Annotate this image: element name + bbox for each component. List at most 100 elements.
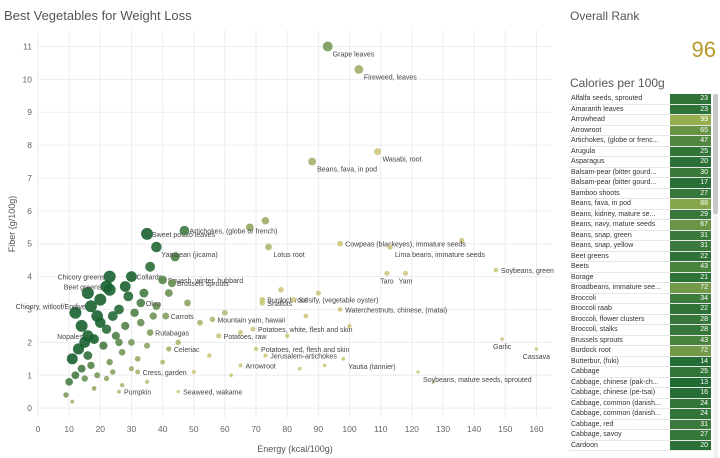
calories-row-name: Artichokes, (globe or frenc... bbox=[569, 136, 670, 146]
calories-row[interactable]: Cabbage, common (danish... 24 bbox=[569, 409, 711, 420]
calories-row[interactable]: Broccoli, flower clusters 28 bbox=[569, 314, 711, 325]
calories-scrollbar[interactable] bbox=[713, 94, 718, 458]
data-point bbox=[166, 346, 172, 352]
calories-row[interactable]: Artichokes, (globe or frenc... 47 bbox=[569, 136, 711, 147]
point-label: Collards bbox=[136, 275, 162, 282]
data-point bbox=[126, 271, 137, 283]
calories-row[interactable]: Arrowroot 65 bbox=[569, 125, 711, 136]
calories-row[interactable]: Cabbage, chinese (pe-tsai) 16 bbox=[569, 388, 711, 399]
data-point bbox=[107, 311, 118, 321]
calories-row[interactable]: Asparagus 20 bbox=[569, 157, 711, 168]
x-tick-label: 90 bbox=[314, 424, 324, 434]
calories-row-value: 72 bbox=[669, 283, 711, 293]
data-point bbox=[119, 281, 131, 292]
data-point bbox=[297, 366, 302, 371]
calories-row-name: Beans, navy, mature seeds bbox=[569, 220, 670, 230]
data-point bbox=[160, 359, 166, 365]
calories-row[interactable]: Alfalfa seeds, sprouted 23 bbox=[569, 94, 711, 105]
calories-row[interactable]: Balsam-pear (bitter gourd... 30 bbox=[569, 167, 711, 178]
calories-row[interactable]: Beans, navy, mature seeds 67 bbox=[569, 220, 711, 231]
calories-row[interactable]: Beet greens 22 bbox=[569, 251, 711, 262]
data-point bbox=[94, 372, 101, 379]
calories-row[interactable]: Borage 21 bbox=[569, 272, 711, 283]
x-axis-label: Energy (kcal/100g) bbox=[257, 444, 333, 454]
data-point bbox=[322, 363, 327, 368]
calories-row-name: Alfalfa seeds, sprouted bbox=[569, 94, 670, 104]
data-point bbox=[500, 337, 504, 341]
data-point bbox=[119, 382, 125, 388]
calories-row[interactable]: Beans, fava, in pod 88 bbox=[569, 199, 711, 210]
calories-row-value: 47 bbox=[669, 136, 711, 146]
data-point bbox=[145, 261, 156, 272]
calories-row[interactable]: Cabbage 25 bbox=[569, 367, 711, 378]
y-tick-label: 8 bbox=[27, 140, 32, 150]
calories-list[interactable]: Alfalfa seeds, sprouted 23 Amaranth leaves… bbox=[569, 94, 711, 458]
data-point bbox=[341, 356, 346, 361]
calories-row-value: 29 bbox=[669, 209, 711, 219]
point-label: Brussels sprouts bbox=[177, 281, 229, 288]
point-label: Lotus root bbox=[274, 252, 305, 259]
calories-row[interactable]: Broccoli 34 bbox=[569, 293, 711, 304]
calories-row[interactable]: Bamboo shoots 27 bbox=[569, 188, 711, 199]
data-point bbox=[99, 341, 108, 350]
data-point bbox=[184, 299, 191, 307]
calories-row-name: Cabbage, savoy bbox=[569, 430, 670, 440]
calories-row[interactable]: Broadbeans, immature see... 72 bbox=[569, 283, 711, 294]
point-label: Cress, garden bbox=[143, 370, 187, 377]
calories-row[interactable]: Cabbage, red 31 bbox=[569, 419, 711, 430]
calories-row-value: 67 bbox=[669, 220, 711, 230]
scrollbar-thumb[interactable] bbox=[713, 94, 718, 214]
calories-row[interactable]: Amaranth leaves 23 bbox=[569, 104, 711, 115]
calories-row[interactable]: Beans, kidney, mature se... 29 bbox=[569, 209, 711, 220]
data-point bbox=[135, 369, 141, 375]
calories-row[interactable]: Beans, snap, green 31 bbox=[569, 230, 711, 241]
calories-row[interactable]: Broccoli raab 22 bbox=[569, 304, 711, 315]
data-point bbox=[263, 353, 268, 358]
chart-title: Best Vegetables for Weight Loss bbox=[4, 8, 192, 23]
x-tick-label: 150 bbox=[498, 424, 512, 434]
calories-row[interactable]: Arugula 25 bbox=[569, 146, 711, 157]
calories-row-value: 21 bbox=[669, 272, 711, 282]
point-label: Shallots bbox=[267, 301, 292, 308]
calories-row[interactable]: Burdock root 72 bbox=[569, 346, 711, 357]
calories-row[interactable]: Balsam-pear (bitter gourd... 17 bbox=[569, 178, 711, 189]
data-point bbox=[164, 289, 173, 297]
data-point bbox=[403, 270, 409, 276]
data-point bbox=[139, 288, 149, 298]
data-point bbox=[118, 348, 126, 356]
calories-row-name: Broadbeans, immature see... bbox=[569, 283, 670, 293]
calories-row[interactable]: Broccoli, stalks 28 bbox=[569, 325, 711, 336]
data-point bbox=[250, 326, 256, 332]
calories-row-name: Beans, kidney, mature se... bbox=[569, 209, 670, 219]
data-point bbox=[137, 318, 145, 327]
data-point bbox=[87, 361, 95, 370]
data-point bbox=[416, 370, 420, 374]
y-tick-label: 0 bbox=[27, 403, 32, 413]
calories-row[interactable]: Butterbur, (fuki) 14 bbox=[569, 356, 711, 367]
x-tick-label: 20 bbox=[96, 424, 106, 434]
y-tick-label: 7 bbox=[27, 173, 32, 183]
data-point bbox=[191, 369, 196, 375]
calories-row-value: 31 bbox=[669, 419, 711, 429]
calories-row[interactable]: Cabbage, common (danish... 24 bbox=[569, 398, 711, 409]
calories-row[interactable]: Cardoon 20 bbox=[569, 440, 711, 451]
calories-row-value: 20 bbox=[669, 157, 711, 167]
data-point bbox=[238, 363, 243, 368]
calories-row[interactable]: Cabbage, chinese (pak-ch... 13 bbox=[569, 377, 711, 388]
calories-row[interactable]: Cabbage, savoy 27 bbox=[569, 430, 711, 441]
calories-row[interactable]: Brussels sprouts 43 bbox=[569, 335, 711, 346]
y-axis-label: Fiber (g/100g) bbox=[7, 196, 17, 253]
point-label: Garlic bbox=[493, 344, 512, 351]
calories-row[interactable]: Beets 43 bbox=[569, 262, 711, 273]
calories-row[interactable]: Beans, snap, yellow 31 bbox=[569, 241, 711, 252]
data-point bbox=[84, 300, 97, 313]
data-point bbox=[109, 369, 116, 375]
calories-row-name: Beans, snap, green bbox=[569, 230, 670, 240]
calories-row[interactable]: Arrowhead 99 bbox=[569, 115, 711, 126]
calories-row-name: Arugula bbox=[569, 146, 670, 156]
calories-row-name: Brussels sprouts bbox=[569, 335, 670, 345]
data-point bbox=[179, 225, 190, 236]
scatter-plot[interactable]: 0 10 20 30 40 50 60 70 80 90 100 110 120 130 140 150 160… bbox=[0, 0, 565, 458]
data-point bbox=[209, 316, 216, 323]
calories-row-value: 22 bbox=[669, 304, 711, 314]
